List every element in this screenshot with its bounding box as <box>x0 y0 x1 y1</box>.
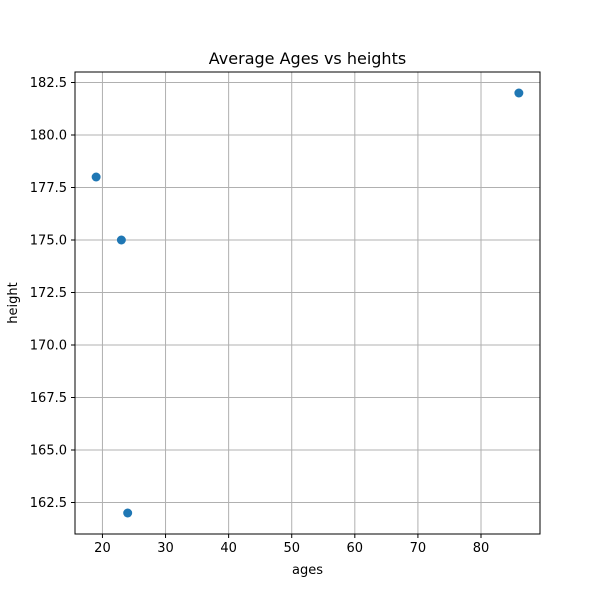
y-tick-label: 175.0 <box>30 234 67 249</box>
y-tick-label: 165.0 <box>30 444 67 459</box>
y-axis-label: height <box>6 282 21 323</box>
data-point <box>514 88 524 98</box>
y-tick-label: 177.5 <box>30 181 67 196</box>
data-point <box>123 508 133 518</box>
x-tick-label: 40 <box>220 541 237 556</box>
x-tick-label: 50 <box>283 541 300 556</box>
x-tick-label: 30 <box>157 541 174 556</box>
y-tick-label: 182.5 <box>30 76 67 91</box>
y-tick-label: 162.5 <box>30 496 67 511</box>
y-tick-label: 167.5 <box>30 391 67 406</box>
x-tick-label: 20 <box>94 541 111 556</box>
grid <box>75 72 540 534</box>
data-point <box>91 172 101 182</box>
x-tick-label: 60 <box>347 541 364 556</box>
data-points <box>91 88 524 518</box>
plot-frame <box>74 71 541 535</box>
x-tick-label: 80 <box>473 541 490 556</box>
chart-title: Average Ages vs heights <box>209 49 406 68</box>
y-tick-label: 172.5 <box>30 286 67 301</box>
x-axis-label: ages <box>292 563 323 578</box>
y-tick-label: 170.0 <box>30 339 67 354</box>
ticks: 20 30 40 50 60 70 80 162.5 165.0 167.5 170.0 172.5 1… <box>30 76 489 556</box>
x-tick-label: 70 <box>410 541 427 556</box>
data-point <box>116 235 126 245</box>
y-tick-label: 180.0 <box>30 129 67 144</box>
